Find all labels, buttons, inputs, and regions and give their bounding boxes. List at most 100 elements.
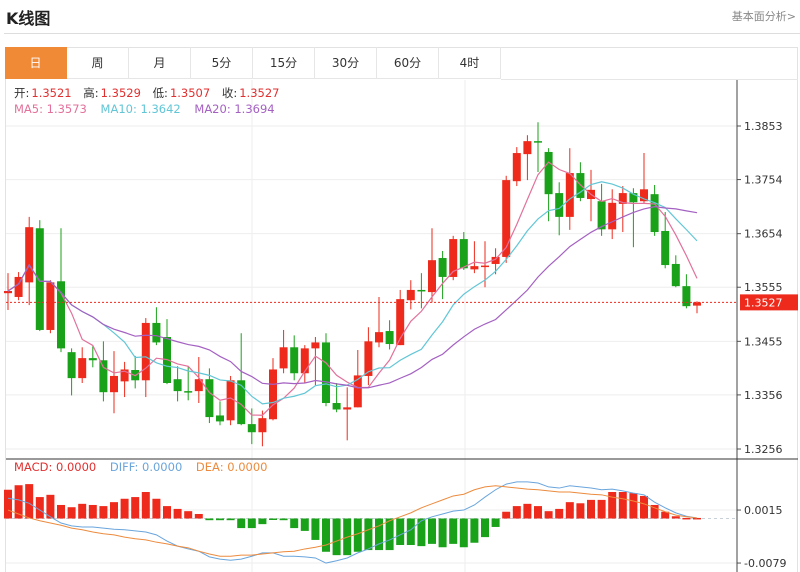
candle [375,296,383,348]
macd-bar [226,518,235,521]
candle [544,148,553,222]
candle [661,212,670,269]
macd-bar [258,518,267,525]
candle-body [269,369,277,420]
tab-5min[interactable]: 5分 [191,47,253,79]
candle [332,382,341,413]
macd-bar [470,518,479,543]
candle-body [671,263,680,287]
macd-tick-label: 0.0015 [744,504,783,517]
candle [120,361,129,398]
macd-bar [576,503,585,519]
open-value: 1.3521 [31,86,72,100]
candle [671,255,680,288]
macd-bar [629,493,638,519]
candle [608,189,617,240]
high-value: 1.3529 [100,86,141,100]
macd-bar [67,507,76,519]
candle [438,250,447,300]
ma-legend: MA5: 1.3573 MA10: 1.3642 MA20: 1.3694 [14,102,277,116]
candle-body [406,289,415,301]
candle [565,148,574,230]
candle [131,355,140,389]
candle-body [78,358,87,379]
candle [364,327,373,386]
candle [470,241,479,274]
tab-week[interactable]: 周 [67,47,129,79]
macd-bar [163,506,171,519]
candle-body [693,302,701,306]
candle [629,188,638,248]
macd-bar [99,506,108,519]
macd-bar [141,492,150,519]
candle-body [565,173,574,217]
candle-body [650,194,659,233]
tab-day[interactable]: 日 [5,47,67,79]
candle [682,274,691,309]
candle-body [470,266,479,270]
candle-body [141,322,150,381]
dea-value: DEA: 0.0000 [195,460,268,474]
candle [173,366,182,402]
macd-bar [131,497,140,519]
candle-body [523,141,532,155]
candle [67,348,76,396]
macd-bar [364,518,373,551]
macd-bar [396,518,405,545]
dea-line [7,485,698,557]
candle-body [618,193,627,204]
candle-body [46,282,55,330]
candle [502,175,511,263]
candle-body [491,256,500,264]
macd-bar [35,497,44,519]
candle-body [428,260,436,293]
candle [35,220,44,332]
candle-body [597,201,606,230]
candle [290,335,299,381]
candle-body [247,424,256,433]
candle-body [481,265,489,268]
macd-bar [523,503,532,519]
macd-bar [25,484,34,519]
macd-bar [618,492,627,519]
candle [343,387,352,441]
macd-bar [332,518,341,556]
tab-15min[interactable]: 15分 [253,47,315,79]
candle-body [343,407,352,410]
candle [25,216,34,306]
candle [194,357,203,404]
last-price-label: 1.3527 [744,296,783,309]
fundamental-analysis-link[interactable]: 基本面分析> [731,10,796,23]
macd-bar [512,506,521,519]
candle [693,301,701,314]
macd-bar [565,502,574,519]
diff-line [7,481,698,564]
macd-bar [46,494,55,519]
candle [78,347,87,383]
candle-body [4,291,12,294]
tab-4hour[interactable]: 4时 [439,47,501,79]
tab-60min[interactable]: 60分 [377,47,439,79]
candle-body [459,239,468,269]
candle [322,333,330,407]
high-label: 高: [83,86,99,100]
candle-body [205,379,214,418]
candle-body [364,341,373,376]
macd-bar [311,518,320,540]
macd-bar [491,518,500,527]
candle-body [35,228,44,330]
candle [618,186,627,233]
candle [396,289,405,346]
macd-bar [597,499,606,519]
macd-bar [682,517,691,520]
candle-body [173,379,182,392]
candle [205,368,214,424]
candle-body [25,227,34,283]
tab-30min[interactable]: 30分 [315,47,377,79]
macd-bar [14,485,23,519]
tab-month[interactable]: 月 [129,47,191,79]
candle [88,346,97,368]
candle-body [322,342,330,404]
macd-bar [555,508,564,519]
